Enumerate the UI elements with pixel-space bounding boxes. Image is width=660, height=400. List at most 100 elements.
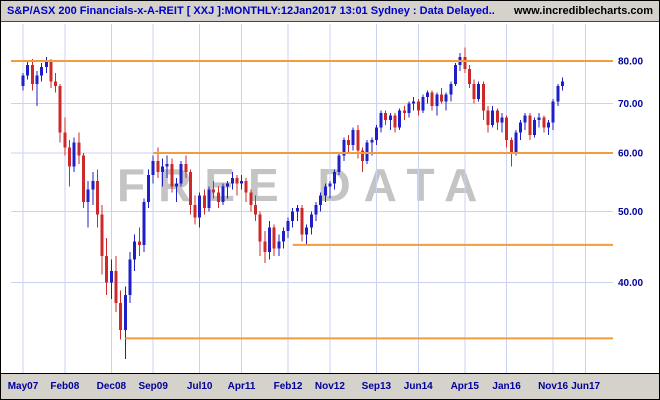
candle-body — [314, 204, 318, 215]
candle-body — [86, 189, 90, 202]
x-axis-label: Apr11 — [228, 381, 256, 392]
candle-body — [165, 163, 169, 167]
candle-body — [123, 294, 127, 330]
candle-body — [463, 57, 467, 70]
candle-body — [514, 132, 518, 153]
x-axis-label: Apr15 — [451, 381, 480, 392]
candle-body — [198, 195, 202, 218]
candle-body — [412, 101, 416, 104]
candle-body — [184, 163, 188, 173]
x-axis-label: Jun17 — [571, 381, 600, 392]
candle-body — [337, 155, 341, 173]
candle-body — [537, 117, 541, 121]
x-axis-labels: May07 Feb08 Dec08 Sep09 Jul10 Apr11 Feb12 Nov12… — [8, 381, 601, 392]
candle-body — [54, 81, 58, 86]
candle-body — [495, 110, 499, 123]
candle-body — [528, 115, 532, 135]
candle-body — [235, 177, 239, 184]
y-axis-label: 80.00 — [618, 57, 643, 68]
candle-body — [254, 204, 257, 215]
candle-body — [481, 83, 485, 111]
candle-body — [286, 220, 290, 232]
candle-body — [551, 101, 555, 123]
candle-body — [156, 161, 160, 173]
candle-body — [40, 67, 44, 76]
candle-body — [272, 227, 276, 249]
candle-body — [212, 189, 216, 193]
y-axis-label: 60.00 — [618, 148, 643, 159]
candle-body — [486, 110, 490, 125]
candle-body — [374, 127, 378, 140]
candle-body — [356, 129, 360, 151]
candle-body — [342, 139, 346, 156]
candle-body — [365, 142, 369, 162]
candle-body — [477, 83, 481, 100]
candle-body — [277, 241, 281, 249]
x-axis-label: Jul10 — [187, 381, 213, 392]
candle-body — [416, 101, 420, 111]
candle-body — [500, 117, 504, 123]
candle-body — [449, 83, 453, 95]
candle-body — [49, 61, 53, 82]
candle-body — [147, 175, 151, 202]
candle-body — [63, 132, 67, 148]
candle-body — [109, 270, 113, 283]
candle-body — [72, 142, 76, 167]
candle-body — [398, 110, 402, 128]
candle-body — [30, 65, 34, 84]
candle-body — [230, 177, 234, 184]
candle-body — [546, 122, 550, 128]
candle-body — [435, 94, 439, 106]
candle-body — [58, 85, 62, 133]
candlestick-chart: 80.00 70.00 60.00 50.00 40.00 May07 Feb08 Dec08… — [1, 24, 659, 399]
candle-body — [453, 65, 457, 84]
candle-body — [44, 61, 48, 68]
candle-body — [305, 227, 309, 235]
candle-body — [542, 117, 546, 128]
candle-body — [207, 189, 211, 209]
candle-body — [91, 180, 95, 190]
candle-body — [300, 208, 304, 235]
candle-body — [188, 172, 192, 205]
candle-body — [467, 69, 471, 84]
x-axis-label: Sep09 — [138, 381, 168, 392]
candles — [21, 47, 564, 359]
candle-body — [77, 142, 81, 156]
candle-body — [137, 241, 141, 245]
candle-body — [505, 117, 509, 140]
y-axis-label: 40.00 — [618, 278, 643, 289]
candle-body — [240, 180, 244, 184]
candle-body — [360, 150, 364, 162]
candle-body — [161, 166, 164, 173]
x-axis-label: Nov16 — [538, 381, 568, 392]
chart-area: FREE DATA 80.00 70.00 60.00 50.00 40.00 May07… — [1, 22, 659, 399]
candle-body — [244, 180, 248, 193]
candle-body — [226, 183, 230, 187]
candle-body — [407, 103, 411, 113]
candle-body — [379, 112, 383, 128]
candle-body — [309, 214, 313, 228]
candle-body — [384, 112, 388, 121]
candle-body — [323, 186, 327, 196]
candle-body — [347, 139, 350, 146]
candle-body — [142, 201, 146, 245]
candle-body — [151, 161, 155, 176]
x-axis-label: May07 — [8, 381, 39, 392]
candle-body — [421, 96, 425, 111]
candle-body — [105, 255, 109, 283]
candle-body — [351, 129, 355, 146]
website-url: www.incrediblecharts.com — [514, 5, 653, 17]
title-bar: S&P/ASX 200 Financials-x-A-REIT [ XXJ ]:… — [1, 1, 659, 22]
candle-body — [333, 172, 337, 184]
candle-body — [119, 303, 123, 330]
candle-body — [128, 259, 132, 295]
support-resistance-lines — [11, 60, 613, 340]
x-axis-label: Jun14 — [404, 381, 433, 392]
candle-body — [174, 183, 178, 187]
candle-body — [491, 110, 495, 125]
candle-body — [388, 115, 392, 121]
candle-body — [444, 94, 448, 102]
candle-body — [533, 120, 536, 135]
candle-body — [402, 110, 406, 113]
